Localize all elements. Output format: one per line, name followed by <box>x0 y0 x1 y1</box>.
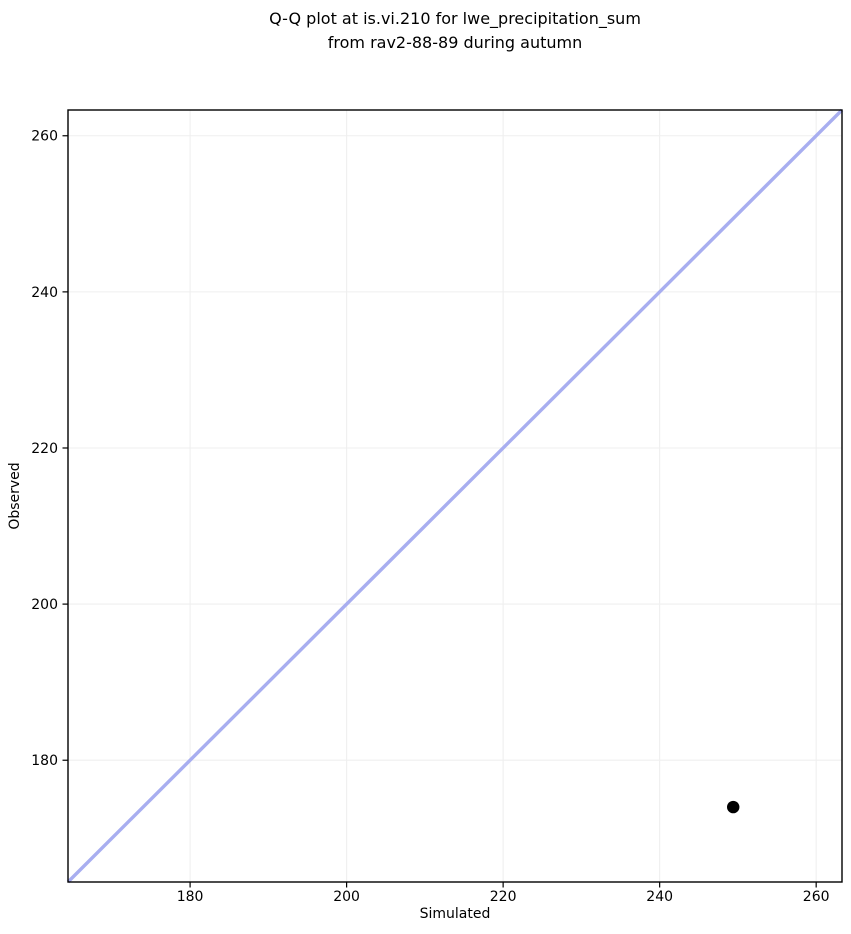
chart-title: Q-Q plot at is.vi.210 for lwe_precipitat… <box>68 7 842 55</box>
chart-title-line-1: Q-Q plot at is.vi.210 for lwe_precipitat… <box>269 9 641 28</box>
y-axis-label: Observed <box>7 462 23 530</box>
x-tick-label: 240 <box>646 889 673 905</box>
x-tick-label: 180 <box>177 889 204 905</box>
plot-frame <box>67 109 843 883</box>
chart-title-line-2: from rav2-88-89 during autumn <box>327 33 583 52</box>
y-tick-label: 180 <box>31 753 58 769</box>
identity-line <box>66 108 844 884</box>
x-tick-label: 220 <box>490 889 517 905</box>
y-tick-label: 200 <box>31 597 58 613</box>
x-tick-label: 260 <box>803 889 830 905</box>
x-tick-label: 200 <box>333 889 360 905</box>
data-point <box>727 800 740 814</box>
y-tick-label: 260 <box>31 129 58 145</box>
y-tick-label: 240 <box>31 285 58 301</box>
x-axis-label: Simulated <box>419 906 491 922</box>
y-tick-label: 220 <box>31 441 58 457</box>
